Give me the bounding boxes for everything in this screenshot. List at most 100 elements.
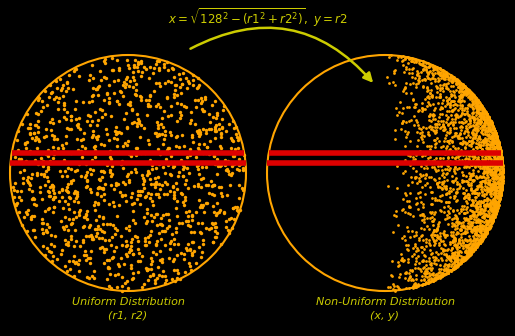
Point xyxy=(479,232,488,237)
Point xyxy=(466,119,474,124)
Point xyxy=(481,127,489,132)
Point xyxy=(446,102,454,108)
Point xyxy=(139,172,147,177)
Point xyxy=(428,231,437,237)
Point xyxy=(470,116,478,122)
Point xyxy=(161,171,169,176)
Point xyxy=(468,138,476,143)
Point xyxy=(485,180,493,185)
Point xyxy=(457,91,465,97)
Point xyxy=(486,135,494,140)
Point xyxy=(398,120,406,126)
Point xyxy=(460,257,469,262)
Point xyxy=(399,57,407,62)
Point xyxy=(473,244,481,250)
Point xyxy=(434,275,442,281)
Point xyxy=(72,195,80,201)
Point xyxy=(213,156,221,161)
Point xyxy=(66,195,74,201)
Point xyxy=(493,143,501,149)
Point xyxy=(198,107,207,112)
Point xyxy=(476,125,484,131)
Point xyxy=(450,125,458,131)
Point xyxy=(431,275,439,280)
Point xyxy=(496,159,505,164)
Point xyxy=(477,179,486,184)
Point xyxy=(408,155,417,160)
Point xyxy=(197,177,205,182)
Point xyxy=(461,111,470,116)
Point xyxy=(488,122,496,127)
Point xyxy=(472,224,480,229)
Point xyxy=(473,120,482,125)
Point xyxy=(456,153,465,158)
Point xyxy=(444,190,453,195)
Point xyxy=(178,191,186,197)
Point xyxy=(470,154,478,159)
Point xyxy=(190,248,198,253)
Point xyxy=(438,68,447,73)
Point xyxy=(186,248,194,253)
Point xyxy=(398,256,406,261)
Point xyxy=(482,142,490,147)
Point xyxy=(49,187,57,193)
Point xyxy=(498,159,506,164)
Point xyxy=(153,238,161,244)
Point xyxy=(492,203,501,208)
Point xyxy=(118,288,126,294)
Point xyxy=(188,213,196,218)
Point xyxy=(452,175,460,181)
Point xyxy=(413,71,421,77)
Point xyxy=(457,93,466,98)
Point xyxy=(468,234,476,239)
Point xyxy=(439,73,448,78)
Point xyxy=(426,154,434,160)
Point xyxy=(436,207,444,212)
Point xyxy=(483,218,491,223)
Point xyxy=(493,185,501,190)
Point xyxy=(175,144,183,150)
Point xyxy=(495,161,503,167)
Point xyxy=(479,236,487,241)
Point xyxy=(436,91,444,97)
Point xyxy=(448,79,456,84)
Point xyxy=(431,64,439,70)
Point xyxy=(457,238,466,243)
Point xyxy=(427,174,435,180)
Point xyxy=(163,182,171,187)
Point xyxy=(58,85,66,90)
Point xyxy=(426,266,434,271)
Point xyxy=(437,272,445,277)
Point xyxy=(473,159,482,164)
Point xyxy=(436,88,444,93)
Point xyxy=(481,136,489,141)
Point xyxy=(487,214,495,219)
Point xyxy=(489,152,497,158)
Point xyxy=(482,118,490,124)
Point xyxy=(445,102,454,108)
Point xyxy=(78,143,86,149)
Point xyxy=(449,143,457,149)
Point xyxy=(444,270,452,276)
Point xyxy=(85,275,93,280)
Point xyxy=(496,146,505,152)
Point xyxy=(491,211,500,217)
Point xyxy=(415,175,423,181)
Point xyxy=(88,237,96,242)
Point xyxy=(236,161,244,166)
Point xyxy=(472,220,480,225)
Point xyxy=(94,223,102,228)
Point xyxy=(479,226,487,232)
Point xyxy=(467,172,475,177)
Point xyxy=(480,191,488,197)
Point xyxy=(443,80,452,86)
Point xyxy=(395,286,403,292)
Point xyxy=(492,131,500,136)
Point xyxy=(143,267,151,272)
Point xyxy=(465,251,473,256)
Point xyxy=(491,152,499,158)
Point xyxy=(444,255,452,261)
Point xyxy=(15,170,24,175)
Point xyxy=(419,265,427,271)
Point xyxy=(450,223,458,228)
